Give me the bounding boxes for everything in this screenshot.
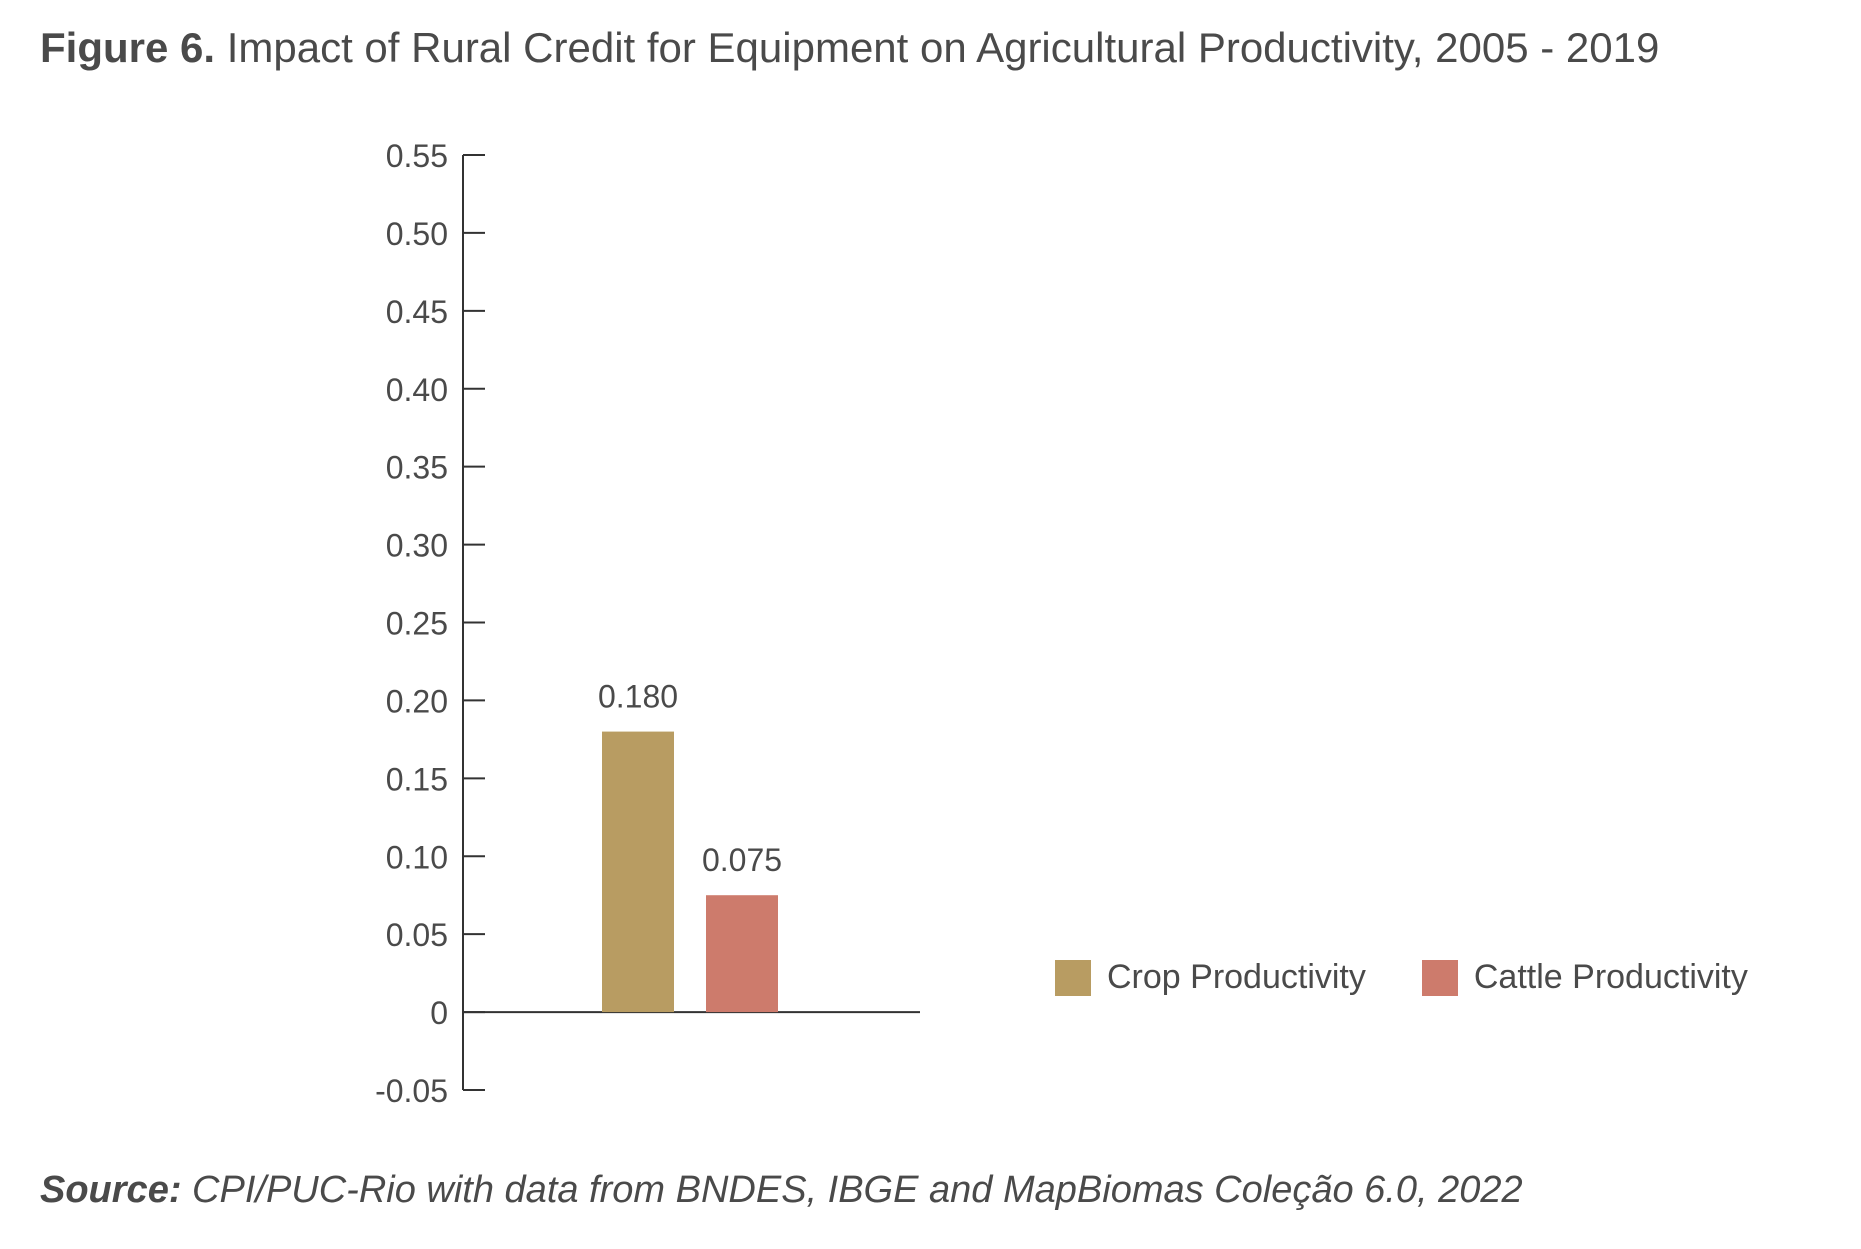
y-tick-label: 0.55 — [386, 138, 448, 174]
legend-item-cattle: Cattle Productivity — [1421, 958, 1748, 997]
figure-title-text: Impact of Rural Credit for Equipment on … — [226, 24, 1660, 71]
figure-title-prefix: Figure 6. — [40, 24, 216, 71]
source-note: Source: CPI/PUC-Rio with data from BNDES… — [40, 1164, 1523, 1216]
y-tick-label: 0.40 — [386, 372, 448, 408]
legend-label-cattle: Cattle Productivity — [1473, 958, 1748, 996]
bar-cattle — [706, 895, 778, 1013]
figure-title: Figure 6. Impact of Rural Credit for Equ… — [40, 18, 1659, 78]
legend-label-crop: Crop Productivity — [1107, 958, 1366, 996]
y-tick-label: 0.30 — [386, 528, 448, 564]
chart-legend: Crop Productivity Cattle Productivity — [1055, 958, 1804, 997]
legend-swatch-crop — [1055, 959, 1091, 996]
y-tick-label: -0.05 — [375, 1073, 448, 1109]
bar-labels-group: 0.180 0.075 — [598, 679, 782, 879]
legend-item-crop: Crop Productivity — [1055, 958, 1366, 997]
y-tick-label: 0.35 — [386, 450, 448, 486]
y-tick-label: 0 — [430, 995, 448, 1031]
bar-crop — [602, 731, 674, 1013]
legend-swatch-cattle — [1421, 959, 1458, 996]
source-prefix: Source: — [40, 1169, 182, 1211]
y-axis-ticks: 0.55 0.50 0.45 0.40 0.35 0.30 0.25 0.20 0.15 0.10… — [375, 138, 485, 1109]
y-tick-label: 0.25 — [386, 606, 448, 642]
bar-value-label-cattle: 0.075 — [702, 842, 782, 878]
y-tick-label: 0.10 — [386, 839, 448, 875]
y-tick-label: 0.15 — [386, 761, 448, 797]
source-text: CPI/PUC-Rio with data from BNDES, IBGE a… — [192, 1169, 1523, 1211]
y-tick-label: 0.05 — [386, 917, 448, 953]
y-tick-label: 0.45 — [386, 294, 448, 330]
bars-group — [602, 731, 778, 1013]
y-tick-label: 0.50 — [386, 216, 448, 252]
y-tick-label: 0.20 — [386, 683, 448, 719]
bar-value-label-crop: 0.180 — [598, 679, 678, 715]
